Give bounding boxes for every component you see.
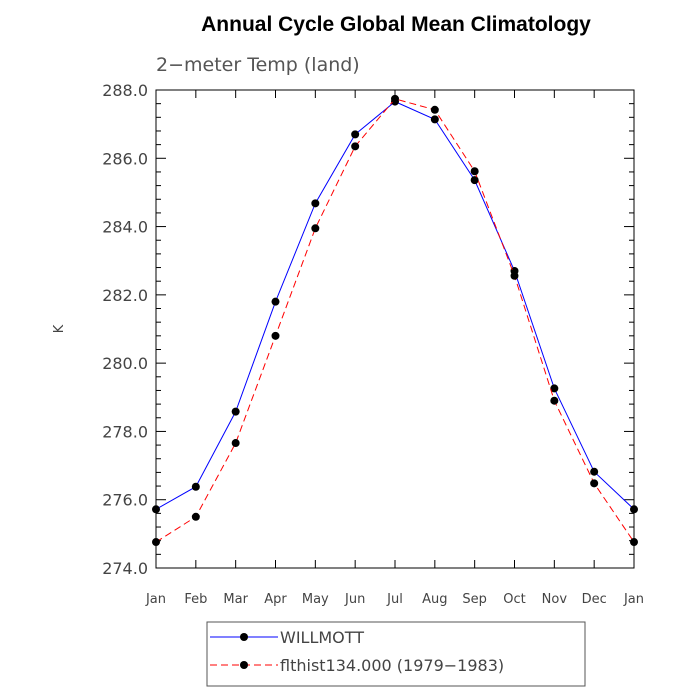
x-tick-label: Dec [582,592,607,607]
series-1-point [152,538,160,547]
chart-title: Annual Cycle Global Mean Climatology [201,13,591,36]
y-tick-label: 274.0 [102,559,148,578]
series-0-point [590,467,599,476]
x-tick-label: Jan [623,592,644,607]
series-0-point [351,130,360,139]
y-tick-label: 284.0 [102,218,148,237]
x-tick-label: Oct [503,592,525,607]
x-tick-label: Mar [223,592,248,607]
series-0-point [550,384,559,393]
series-1-point [191,512,200,521]
axis-ticks [155,89,635,569]
series-line-0 [155,101,635,510]
x-tick-labels: Jan Feb Mar Apr May Jun Jul Aug Sep Oct Nov Dec Jan [145,592,644,607]
series-0-point [152,505,160,514]
series-0-point [630,505,638,514]
y-axis-label: K [52,324,67,333]
y-tick-label: 282.0 [102,286,148,305]
x-tick-label: Jul [386,592,403,607]
series-0-point [470,176,479,185]
series-1-point [550,396,559,405]
series-0-point [231,407,240,416]
series-line-1 [155,98,635,543]
y-tick-label: 276.0 [102,491,148,510]
y-tick-label: 280.0 [102,354,148,373]
series-1-point [510,271,519,280]
series-0-point [311,199,320,208]
series-layer [152,94,638,547]
series-1-point [630,538,638,547]
series-0-point [271,297,280,306]
y-tick-label: 286.0 [102,149,148,168]
series-1-point [311,224,320,233]
series-1-point [391,94,399,103]
x-tick-label: Nov [542,592,568,607]
series-0-point [191,482,200,491]
y-tick-label: 288.0 [102,81,148,100]
series-0-point [430,115,439,124]
y-tick-label: 278.0 [102,422,148,441]
x-tick-label: Jun [344,592,365,607]
legend-box [206,621,586,687]
x-tick-label: Jan [145,592,166,607]
x-tick-label: Aug [422,592,447,607]
plot-frame [155,89,635,569]
legend-marker-willmott [240,633,248,641]
x-tick-label: Sep [462,592,487,607]
x-tick-label: Apr [264,592,287,607]
chart-subtitle: 2−meter Temp (land) [156,54,360,76]
x-tick-label: Feb [184,592,207,607]
legend-label-willmott: WILLMOTT [280,628,364,647]
x-tick-label: May [302,592,329,607]
legend: WILLMOTT flthist134.000 (1979−1983) [206,621,586,687]
series-1-point [590,479,599,488]
series-1-point [231,439,240,448]
legend-label-flthist: flthist134.000 (1979−1983) [280,656,504,675]
series-1-point [430,105,439,114]
y-tick-labels: 274.0 276.0 278.0 280.0 282.0 284.0 286.0 288.0 [102,81,148,578]
series-1-point [470,167,479,176]
series-1-point [271,331,280,340]
legend-marker-flthist [240,661,248,669]
series-1-point [351,142,360,151]
